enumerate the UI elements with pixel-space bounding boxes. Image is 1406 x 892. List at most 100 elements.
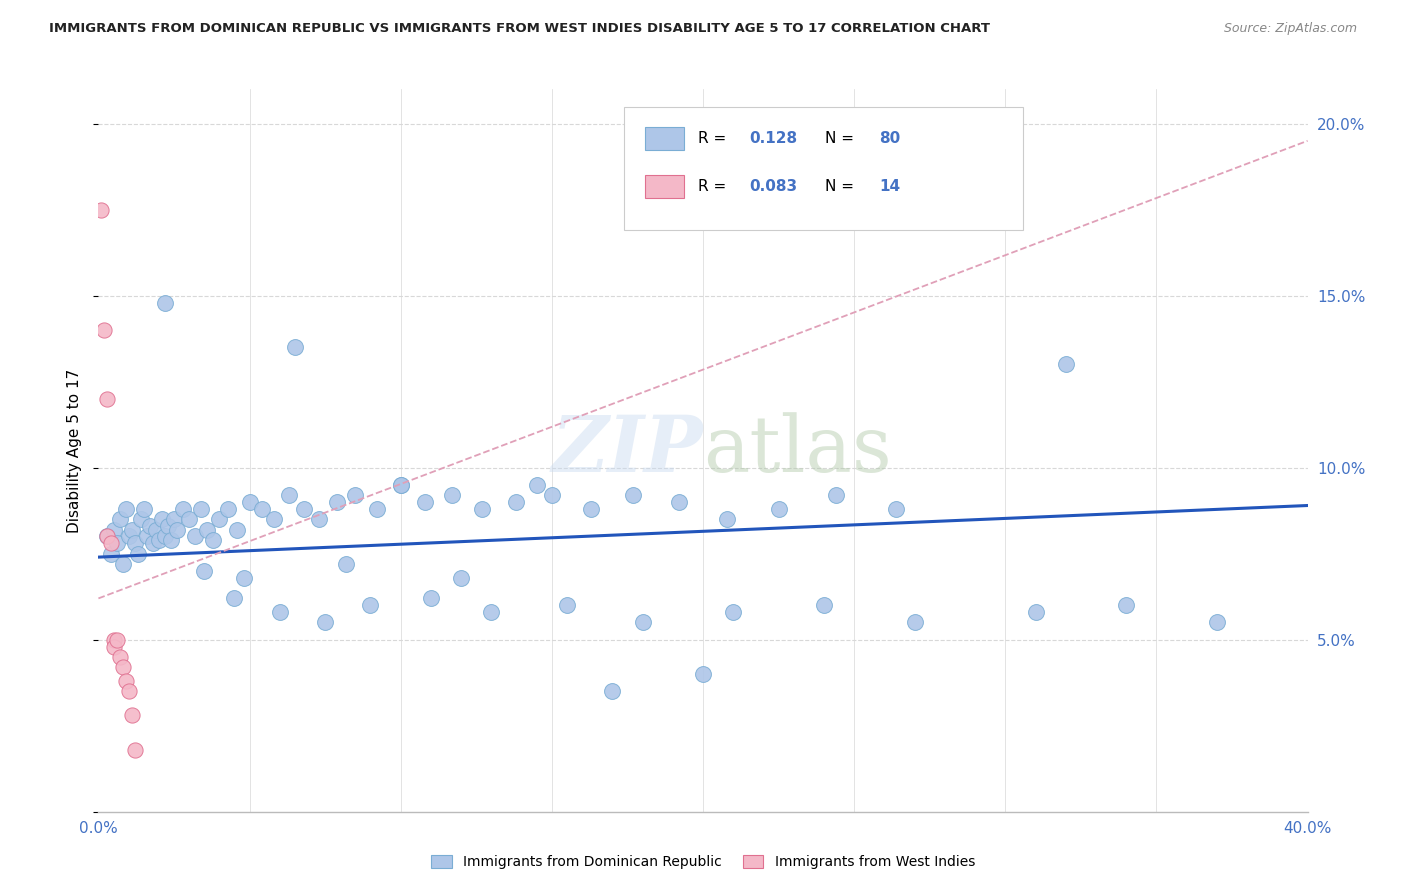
Text: ZIP: ZIP xyxy=(551,412,703,489)
Point xyxy=(326,495,349,509)
FancyBboxPatch shape xyxy=(645,127,683,150)
Point xyxy=(420,591,443,606)
Point xyxy=(124,536,146,550)
Point xyxy=(277,488,299,502)
Point xyxy=(105,632,128,647)
Point xyxy=(114,673,136,688)
Text: 0.083: 0.083 xyxy=(749,179,797,194)
Point xyxy=(555,599,578,613)
Point xyxy=(118,684,141,698)
Text: N =: N = xyxy=(825,179,859,194)
Point xyxy=(250,502,273,516)
Point xyxy=(160,533,183,547)
Point xyxy=(145,523,167,537)
Point xyxy=(118,529,141,543)
Point xyxy=(142,536,165,550)
Point xyxy=(193,564,215,578)
Point xyxy=(1024,605,1046,619)
Point xyxy=(114,502,136,516)
Point xyxy=(156,519,179,533)
Point xyxy=(263,512,285,526)
Text: IMMIGRANTS FROM DOMINICAN REPUBLIC VS IMMIGRANTS FROM WEST INDIES DISABILITY AGE: IMMIGRANTS FROM DOMINICAN REPUBLIC VS IM… xyxy=(49,22,990,36)
Point xyxy=(668,495,690,509)
Point xyxy=(441,488,464,502)
Point xyxy=(163,512,186,526)
Point xyxy=(148,533,170,547)
Point xyxy=(716,512,738,526)
Text: R =: R = xyxy=(699,131,731,145)
Point xyxy=(153,295,176,310)
Point xyxy=(103,523,125,537)
Point xyxy=(93,323,115,337)
Point xyxy=(103,640,125,654)
Point xyxy=(232,571,254,585)
Point xyxy=(602,684,624,698)
Point xyxy=(623,488,645,502)
Point xyxy=(335,557,357,571)
Point xyxy=(124,743,146,757)
Point xyxy=(239,495,262,509)
Point xyxy=(108,649,131,664)
Point xyxy=(132,502,155,516)
Point xyxy=(226,523,249,537)
Point xyxy=(111,557,134,571)
Point xyxy=(190,502,212,516)
Point xyxy=(208,512,231,526)
Point xyxy=(105,536,128,550)
Point xyxy=(1054,358,1077,372)
Point xyxy=(1206,615,1229,630)
Text: atlas: atlas xyxy=(703,413,891,488)
Point xyxy=(481,605,503,619)
Point xyxy=(195,523,218,537)
Point xyxy=(284,340,307,354)
Point xyxy=(100,547,122,561)
Point xyxy=(150,512,173,526)
Point xyxy=(139,519,162,533)
Point xyxy=(723,605,745,619)
Point xyxy=(166,523,188,537)
Point xyxy=(1115,599,1137,613)
Point xyxy=(111,660,134,674)
Point xyxy=(768,502,790,516)
Text: Source: ZipAtlas.com: Source: ZipAtlas.com xyxy=(1223,22,1357,36)
Point xyxy=(100,536,122,550)
Point xyxy=(886,502,908,516)
Point xyxy=(90,202,112,217)
Point xyxy=(135,529,157,543)
Point xyxy=(129,512,152,526)
Point xyxy=(202,533,225,547)
Point xyxy=(269,605,291,619)
Point xyxy=(579,502,602,516)
Point xyxy=(526,478,548,492)
Text: 80: 80 xyxy=(880,131,901,145)
Point xyxy=(389,478,412,492)
Point xyxy=(505,495,527,509)
Point xyxy=(344,488,367,502)
Point xyxy=(366,502,388,516)
Text: 14: 14 xyxy=(880,179,901,194)
Point xyxy=(127,547,149,561)
Point xyxy=(217,502,239,516)
Point xyxy=(292,502,315,516)
Point xyxy=(314,615,336,630)
Point xyxy=(813,599,835,613)
Legend: Immigrants from Dominican Republic, Immigrants from West Indies: Immigrants from Dominican Republic, Immi… xyxy=(425,848,981,876)
Point xyxy=(825,488,848,502)
Point xyxy=(96,529,118,543)
Y-axis label: Disability Age 5 to 17: Disability Age 5 to 17 xyxy=(67,368,83,533)
Point xyxy=(224,591,246,606)
Point xyxy=(108,512,131,526)
Point xyxy=(904,615,927,630)
Point xyxy=(360,599,382,613)
Point xyxy=(153,529,176,543)
Point xyxy=(184,529,207,543)
Text: R =: R = xyxy=(699,179,731,194)
Point xyxy=(450,571,472,585)
Point xyxy=(121,708,143,723)
FancyBboxPatch shape xyxy=(624,107,1024,230)
Point xyxy=(179,512,201,526)
Point xyxy=(540,488,562,502)
Point xyxy=(103,632,125,647)
Text: N =: N = xyxy=(825,131,859,145)
Point xyxy=(96,529,118,543)
